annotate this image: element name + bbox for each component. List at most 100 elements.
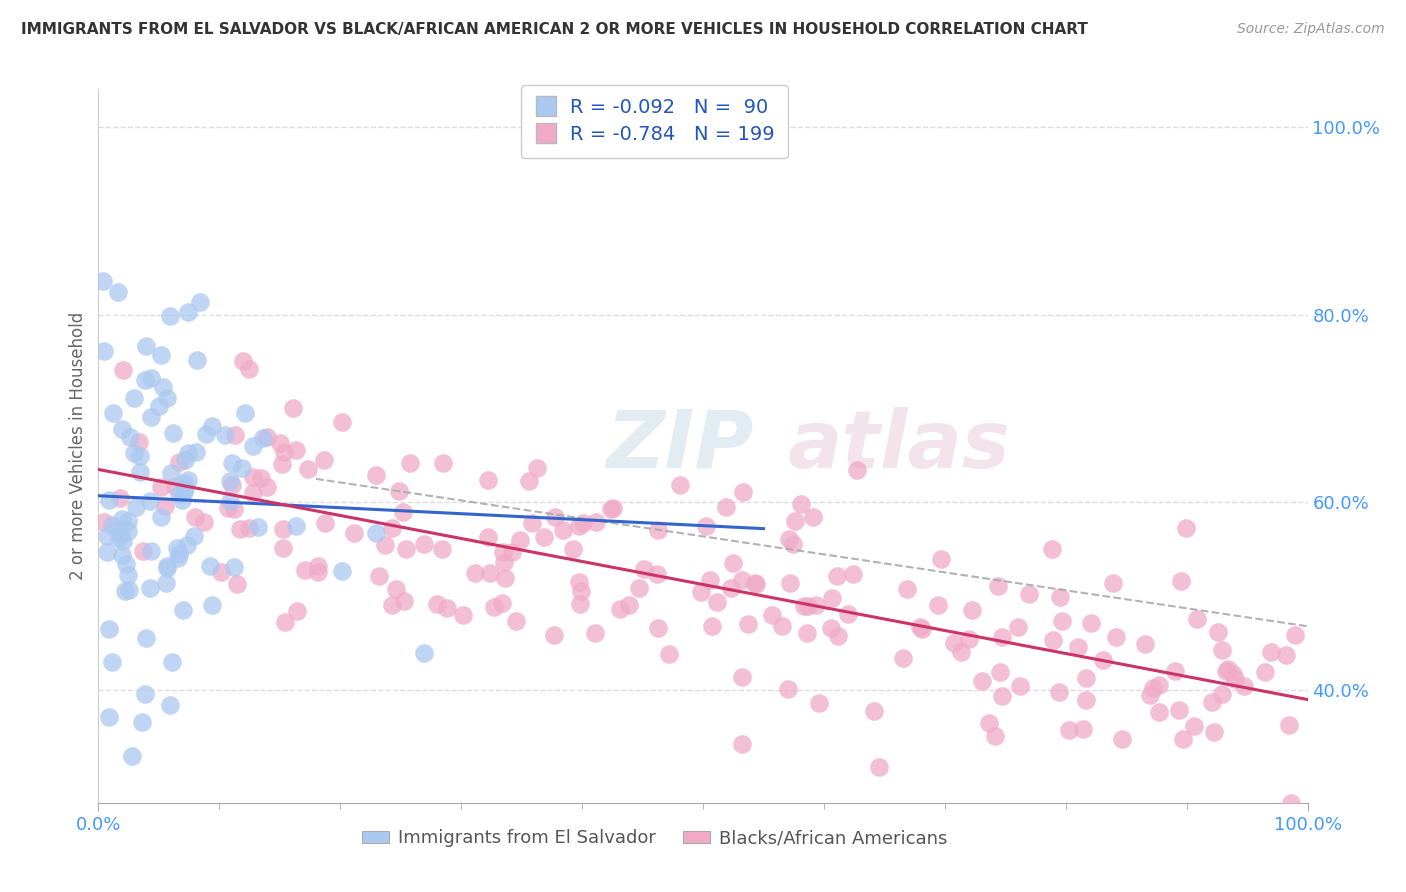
Immigrants from El Salvador xyxy=(97,622,120,636)
Blacks/African Americans xyxy=(896,582,918,596)
Immigrants from El Salvador xyxy=(186,352,208,367)
Immigrants from El Salvador xyxy=(139,371,162,385)
Immigrants from El Salvador xyxy=(141,544,163,558)
Blacks/African Americans xyxy=(862,704,884,718)
Blacks/African Americans xyxy=(942,636,965,650)
Blacks/African Americans xyxy=(1201,695,1223,709)
Blacks/African Americans xyxy=(477,530,499,544)
Blacks/African Americans xyxy=(1080,616,1102,631)
Blacks/African Americans xyxy=(837,607,859,621)
Blacks/African Americans xyxy=(568,597,591,611)
Blacks/African Americans xyxy=(93,516,115,530)
Blacks/African Americans xyxy=(761,607,783,622)
Immigrants from El Salvador xyxy=(201,418,224,433)
Immigrants from El Salvador xyxy=(214,427,236,442)
Blacks/African Americans xyxy=(551,523,574,537)
Immigrants from El Salvador xyxy=(122,392,145,406)
Immigrants from El Salvador xyxy=(173,475,195,490)
Immigrants from El Salvador xyxy=(101,517,124,532)
Immigrants from El Salvador xyxy=(98,710,121,724)
Blacks/African Americans xyxy=(533,530,555,544)
Blacks/African Americans xyxy=(1074,693,1097,707)
Blacks/African Americans xyxy=(801,509,824,524)
Immigrants from El Salvador xyxy=(177,446,200,460)
Blacks/African Americans xyxy=(1133,636,1156,650)
Blacks/African Americans xyxy=(1057,723,1080,737)
Immigrants from El Salvador xyxy=(285,519,308,533)
Immigrants from El Salvador xyxy=(134,687,156,701)
Immigrants from El Salvador xyxy=(173,484,195,499)
Immigrants from El Salvador xyxy=(188,295,211,310)
Blacks/African Americans xyxy=(790,497,813,511)
Blacks/African Americans xyxy=(776,681,799,696)
Blacks/African Americans xyxy=(695,518,717,533)
Immigrants from El Salvador xyxy=(111,548,134,562)
Blacks/African Americans xyxy=(583,625,606,640)
Immigrants from El Salvador xyxy=(111,422,134,436)
Blacks/African Americans xyxy=(628,581,651,595)
Blacks/African Americans xyxy=(991,630,1014,644)
Blacks/African Americans xyxy=(825,569,848,583)
Blacks/African Americans xyxy=(600,502,623,516)
Immigrants from El Salvador xyxy=(242,439,264,453)
Blacks/African Americans xyxy=(1101,576,1123,591)
Blacks/African Americans xyxy=(1202,725,1225,739)
Immigrants from El Salvador xyxy=(148,400,170,414)
Text: atlas: atlas xyxy=(787,407,1011,485)
Immigrants from El Salvador xyxy=(219,475,242,489)
Blacks/African Americans xyxy=(1278,718,1301,732)
Blacks/African Americans xyxy=(699,574,721,588)
Blacks/African Americans xyxy=(1211,643,1233,657)
Blacks/African Americans xyxy=(1275,648,1298,663)
Blacks/African Americans xyxy=(1147,678,1170,692)
Blacks/African Americans xyxy=(957,632,980,646)
Immigrants from El Salvador xyxy=(135,339,157,353)
Immigrants from El Salvador xyxy=(200,559,222,574)
Immigrants from El Salvador xyxy=(160,467,183,481)
Blacks/African Americans xyxy=(501,545,523,559)
Blacks/African Americans xyxy=(477,473,499,487)
Blacks/African Americans xyxy=(658,647,681,661)
Immigrants from El Salvador xyxy=(111,512,134,526)
Immigrants from El Salvador xyxy=(118,582,141,597)
Blacks/African Americans xyxy=(908,620,931,634)
Blacks/African Americans xyxy=(132,543,155,558)
Blacks/African Americans xyxy=(250,471,273,485)
Immigrants from El Salvador xyxy=(330,564,353,578)
Immigrants from El Salvador xyxy=(167,547,190,561)
Immigrants from El Salvador xyxy=(131,714,153,729)
Immigrants from El Salvador xyxy=(117,524,139,538)
Blacks/African Americans xyxy=(385,582,408,596)
Blacks/African Americans xyxy=(647,523,669,537)
Blacks/African Americans xyxy=(111,363,134,377)
Blacks/African Americans xyxy=(110,491,132,505)
Blacks/African Americans xyxy=(1222,667,1244,681)
Immigrants from El Salvador xyxy=(172,603,194,617)
Blacks/African Americans xyxy=(543,628,565,642)
Blacks/African Americans xyxy=(238,361,260,376)
Blacks/African Americans xyxy=(1218,662,1240,676)
Immigrants from El Salvador xyxy=(96,545,118,559)
Blacks/African Americans xyxy=(1010,679,1032,693)
Blacks/African Americans xyxy=(256,480,278,494)
Blacks/African Americans xyxy=(165,479,187,493)
Blacks/African Americans xyxy=(1049,590,1071,604)
Immigrants from El Salvador xyxy=(156,561,179,575)
Immigrants from El Salvador xyxy=(129,465,152,479)
Blacks/African Americans xyxy=(1279,796,1302,810)
Blacks/African Americans xyxy=(609,602,631,616)
Blacks/African Americans xyxy=(224,428,246,442)
Blacks/African Americans xyxy=(153,499,176,513)
Immigrants from El Salvador xyxy=(98,492,121,507)
Blacks/African Americans xyxy=(294,563,316,577)
Immigrants from El Salvador xyxy=(129,449,152,463)
Immigrants from El Salvador xyxy=(134,373,156,387)
Blacks/African Americans xyxy=(821,591,844,605)
Blacks/African Americans xyxy=(1040,541,1063,556)
Blacks/African Americans xyxy=(1076,671,1098,685)
Text: ZIP: ZIP xyxy=(606,407,754,485)
Blacks/African Americans xyxy=(779,575,801,590)
Blacks/African Americans xyxy=(374,538,396,552)
Immigrants from El Salvador xyxy=(183,529,205,543)
Blacks/African Americans xyxy=(568,575,591,590)
